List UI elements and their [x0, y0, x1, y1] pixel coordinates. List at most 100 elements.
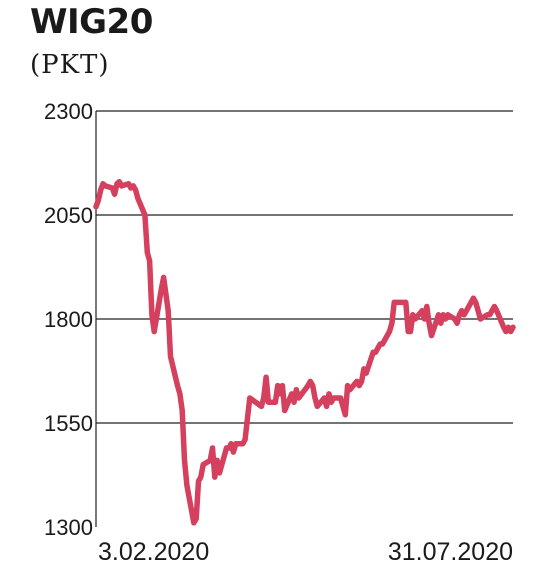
data-point [291, 399, 297, 405]
data-point [200, 462, 206, 468]
data-point [403, 299, 409, 305]
series-line-0 [93, 178, 516, 526]
data-point [389, 320, 395, 326]
data-point [244, 416, 250, 422]
data-point [307, 378, 313, 384]
data-point [207, 457, 213, 463]
data-point [459, 308, 465, 314]
data-point [98, 187, 104, 193]
data-point [116, 179, 122, 185]
data-point [503, 329, 509, 334]
x-tick-labels: 3.02.2020 31.07.2020 [98, 538, 513, 566]
data-point [487, 312, 493, 318]
data-point [461, 312, 467, 318]
data-point [158, 287, 164, 293]
chart-title: WIG20 [30, 2, 153, 42]
data-point [373, 349, 379, 355]
data-point [142, 212, 148, 218]
data-point [489, 308, 495, 314]
data-point [144, 249, 150, 255]
data-point [475, 308, 481, 314]
data-point [147, 258, 153, 264]
data-point [412, 316, 418, 322]
data-point [135, 195, 141, 201]
data-point [445, 312, 451, 318]
data-point [442, 316, 448, 322]
data-point [293, 387, 299, 393]
data-point [347, 387, 353, 393]
y-tick-label-2050: 2050 [44, 203, 93, 228]
data-point [161, 274, 167, 280]
data-point [312, 395, 318, 401]
y-tick-labels: 2300 2050 1800 1550 1300 [44, 99, 93, 540]
data-point [226, 445, 232, 451]
data-point [380, 341, 385, 347]
data-point [277, 391, 283, 397]
data-point [422, 316, 427, 322]
data-point [165, 308, 171, 314]
data-point [193, 516, 199, 522]
data-point [424, 304, 430, 309]
x-tick-label-0: 3.02.2020 [98, 538, 209, 566]
data-point [182, 457, 187, 463]
chart-subtitle: (PKT) [30, 50, 110, 80]
data-point [212, 474, 218, 480]
data-point [130, 183, 136, 189]
data-point [436, 312, 441, 318]
y-tick-label-1300: 1300 [44, 515, 93, 540]
data-point [247, 395, 253, 401]
data-point [361, 366, 367, 372]
data-point [168, 353, 173, 359]
data-point [151, 329, 157, 334]
data-point [149, 312, 155, 318]
data-point [342, 412, 348, 418]
data-point [93, 204, 99, 210]
data-point [230, 449, 236, 455]
data-point [263, 374, 269, 380]
data-point [429, 333, 434, 339]
y-tick-label-2300: 2300 [44, 99, 93, 124]
data-point [191, 520, 197, 526]
data-point [354, 378, 360, 384]
data-point [261, 395, 267, 401]
x-tick-label-1: 31.07.2020 [388, 538, 513, 566]
data-point [326, 391, 332, 397]
y-gridlines [96, 110, 513, 424]
data-point [177, 391, 183, 397]
data-point [210, 445, 215, 451]
data-point [391, 299, 397, 305]
data-point [233, 441, 239, 447]
data-point [324, 403, 330, 409]
data-point [359, 378, 365, 384]
data-point [296, 395, 302, 401]
data-point [328, 399, 334, 405]
data-point [240, 441, 246, 447]
data-point [179, 408, 185, 413]
data-point [501, 324, 507, 330]
data-point [340, 403, 346, 409]
data-point [109, 185, 115, 191]
data-point [133, 187, 139, 193]
data-point [510, 324, 516, 330]
data-point [508, 329, 514, 334]
data-point [375, 345, 381, 351]
data-point [356, 383, 362, 389]
data-point [163, 291, 169, 297]
data-point [419, 308, 425, 314]
series-points [93, 179, 516, 526]
data-point [438, 320, 444, 326]
data-point [505, 324, 511, 330]
data-point [452, 316, 458, 322]
data-point [454, 320, 460, 326]
data-point [282, 408, 288, 413]
data-point [314, 403, 320, 409]
data-point [396, 299, 402, 305]
data-point [331, 395, 337, 401]
data-point [426, 320, 432, 326]
data-point [184, 482, 190, 488]
data-point [491, 304, 497, 309]
data-point [258, 403, 264, 409]
data-point [196, 478, 201, 484]
data-point [272, 399, 278, 405]
